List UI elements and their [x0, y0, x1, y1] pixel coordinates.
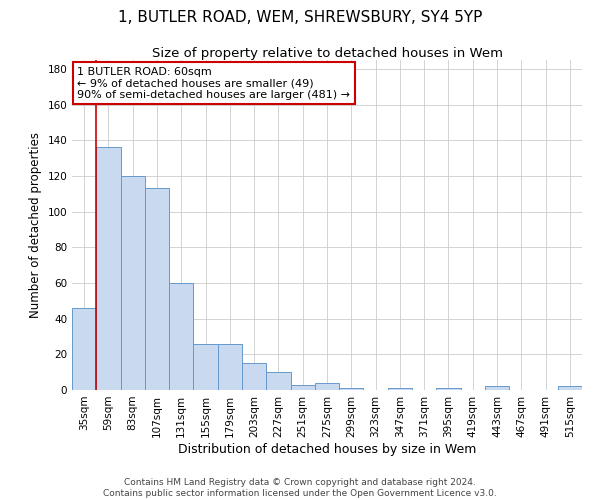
- Text: 1 BUTLER ROAD: 60sqm
← 9% of detached houses are smaller (49)
90% of semi-detach: 1 BUTLER ROAD: 60sqm ← 9% of detached ho…: [77, 66, 350, 100]
- Text: 1, BUTLER ROAD, WEM, SHREWSBURY, SY4 5YP: 1, BUTLER ROAD, WEM, SHREWSBURY, SY4 5YP: [118, 10, 482, 25]
- Bar: [193, 344, 218, 390]
- Bar: [218, 344, 242, 390]
- Bar: [388, 388, 412, 390]
- Bar: [558, 386, 582, 390]
- X-axis label: Distribution of detached houses by size in Wem: Distribution of detached houses by size …: [178, 442, 476, 456]
- Bar: [485, 386, 509, 390]
- Bar: [339, 388, 364, 390]
- Y-axis label: Number of detached properties: Number of detached properties: [29, 132, 42, 318]
- Bar: [72, 308, 96, 390]
- Title: Size of property relative to detached houses in Wem: Size of property relative to detached ho…: [151, 47, 503, 60]
- Bar: [145, 188, 169, 390]
- Bar: [436, 388, 461, 390]
- Bar: [315, 383, 339, 390]
- Bar: [121, 176, 145, 390]
- Text: Contains HM Land Registry data © Crown copyright and database right 2024.
Contai: Contains HM Land Registry data © Crown c…: [103, 478, 497, 498]
- Bar: [242, 363, 266, 390]
- Bar: [169, 283, 193, 390]
- Bar: [266, 372, 290, 390]
- Bar: [290, 384, 315, 390]
- Bar: [96, 148, 121, 390]
